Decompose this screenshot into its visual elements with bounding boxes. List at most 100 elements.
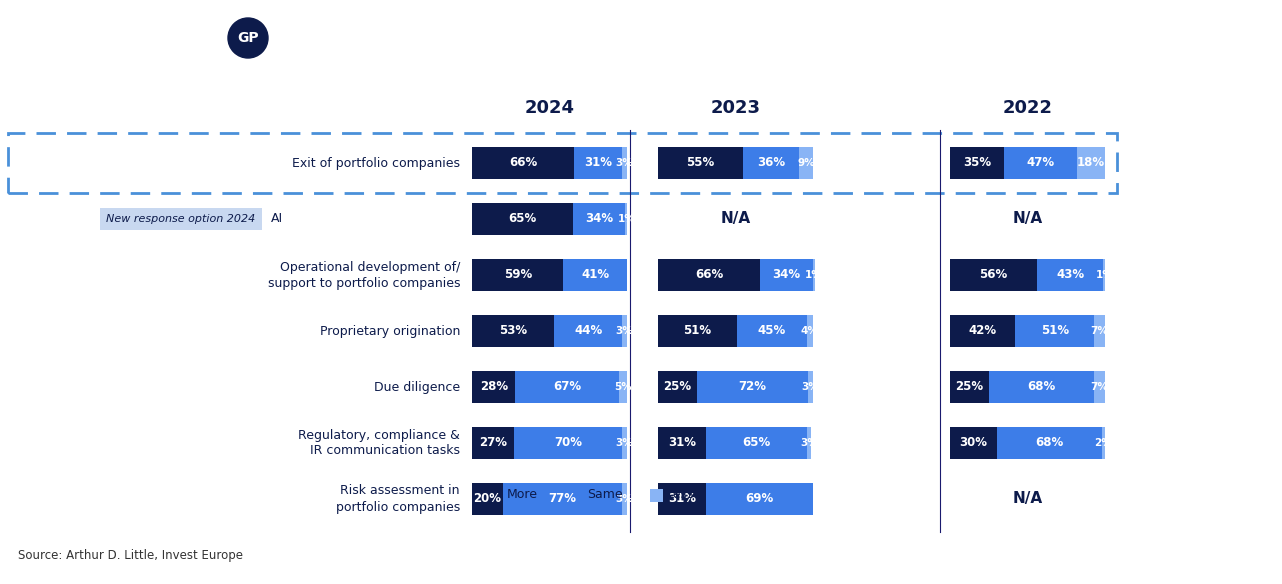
Text: 59%: 59% [504,269,532,281]
Text: Less: Less [667,488,695,502]
Bar [472,259,564,291]
Bar [554,315,622,347]
Bar [950,259,1037,291]
Text: 42%: 42% [968,325,996,338]
Bar [514,427,622,459]
Text: 2022: 2022 [1003,99,1053,117]
Text: 3%: 3% [615,438,633,448]
Text: 1%: 1% [618,214,635,224]
Text: 3%: 3% [800,438,818,448]
Bar [1104,259,1105,291]
Text: 5%: 5% [614,382,632,392]
Bar [1037,259,1104,291]
Bar [622,315,627,347]
Text: 7%: 7% [1091,382,1109,392]
Text: 44%: 44% [574,325,603,338]
Bar [806,427,812,459]
Bar [1103,427,1105,459]
Bar [472,483,503,515]
Text: 20%: 20% [473,492,501,506]
Text: 51%: 51% [683,325,712,338]
Text: 34%: 34% [585,213,613,225]
Text: 70%: 70% [554,436,582,450]
Text: 34%: 34% [773,269,801,281]
Text: 69%: 69% [745,492,773,506]
Text: 45%: 45% [758,325,786,338]
Bar [472,427,514,459]
Text: 27%: 27% [479,436,506,450]
Text: 28%: 28% [479,381,508,394]
Text: Proprietary origination: Proprietary origination [319,325,460,338]
Bar [515,371,619,403]
Bar [988,371,1094,403]
Text: 53%: 53% [499,325,527,338]
Text: 3%: 3% [615,158,633,168]
Text: 65%: 65% [508,213,536,225]
Text: 66%: 66% [509,157,537,169]
Bar [650,488,663,502]
Text: N/A: N/A [720,211,750,227]
Text: 31%: 31% [668,492,696,506]
Text: More: More [506,488,538,502]
Text: 25%: 25% [955,381,983,394]
Text: 3%: 3% [615,326,633,336]
Bar [799,147,813,179]
Bar [622,147,627,179]
Bar [744,147,799,179]
Text: 1%: 1% [805,270,823,280]
Text: 47%: 47% [1027,157,1055,169]
Circle shape [228,18,268,58]
Text: 1%: 1% [1095,270,1113,280]
Text: 7%: 7% [1091,326,1109,336]
Bar [564,259,627,291]
Text: 77%: 77% [549,492,577,506]
Text: 72%: 72% [738,381,767,394]
Text: Exit of portfolio companies: Exit of portfolio companies [292,157,460,169]
Text: 36%: 36% [758,157,785,169]
Text: 55%: 55% [686,157,715,169]
Bar [472,203,573,235]
Text: Due diligence: Due diligence [374,381,460,394]
Text: 56%: 56% [979,269,1008,281]
Bar [950,315,1015,347]
Text: 2023: 2023 [710,99,760,117]
Bar [490,488,503,502]
Bar [1015,315,1094,347]
Text: 3%: 3% [801,382,819,392]
Bar [1004,147,1077,179]
Text: 31%: 31% [668,436,696,450]
Text: 3%: 3% [615,494,633,504]
Bar [813,259,814,291]
Bar [950,427,996,459]
Text: 9%: 9% [797,158,815,168]
Bar [1094,371,1105,403]
Bar [574,147,622,179]
Bar [706,427,806,459]
Bar [706,483,813,515]
Bar [472,147,574,179]
Text: 68%: 68% [1035,436,1063,450]
Bar [658,259,760,291]
Text: Regulatory, compliance &
IR communication tasks: Regulatory, compliance & IR communicatio… [299,429,460,457]
Text: 68%: 68% [1027,381,1055,394]
Bar [658,147,744,179]
Bar [472,371,515,403]
Text: 25%: 25% [663,381,691,394]
Text: Same: Same [587,488,623,502]
Bar [996,427,1103,459]
Bar [503,483,622,515]
Text: 43%: 43% [1056,269,1085,281]
Text: Risk assessment in
portfolio companies: Risk assessment in portfolio companies [336,485,460,513]
Bar [696,371,809,403]
Bar [950,371,988,403]
Bar [472,315,554,347]
Text: 2024: 2024 [524,99,574,117]
Text: 41%: 41% [581,269,609,281]
Bar [658,427,706,459]
Bar [1094,315,1105,347]
Bar [658,371,696,403]
Text: 2%: 2% [1095,438,1113,448]
Text: 31%: 31% [585,157,613,169]
Bar [658,315,737,347]
Text: N/A: N/A [1013,492,1042,506]
